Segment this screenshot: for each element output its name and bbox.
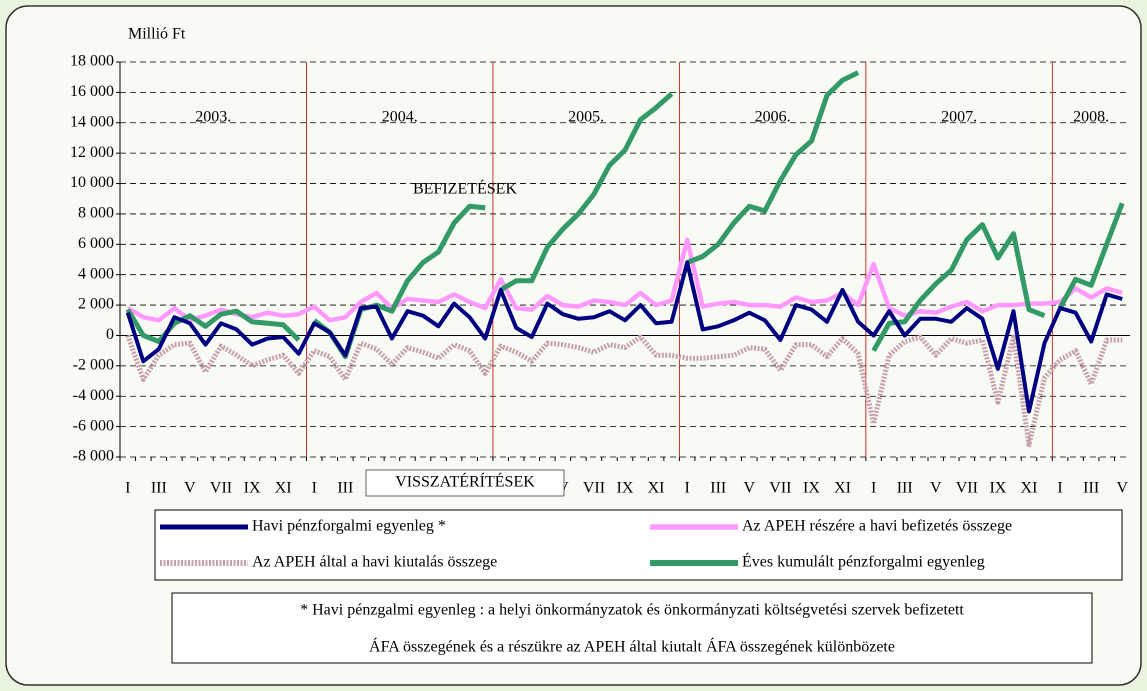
x-tick-label: I (684, 480, 689, 497)
legend-box (154, 509, 1123, 581)
x-tick-label: XI (834, 480, 851, 497)
x-tick-label: V (744, 480, 756, 497)
series-line (871, 222, 1046, 352)
y-tick-label: 8 000 (78, 205, 114, 222)
y-tick-label: 0 (106, 326, 114, 343)
x-tick-label: I (1057, 480, 1062, 497)
y-tick-label: 12 000 (70, 144, 114, 161)
legend-label: Havi pénzforgalmi egyenleg * (252, 518, 446, 535)
series-line (1057, 202, 1125, 310)
annotation: VISSZATÉRÍTÉSEK (395, 472, 535, 491)
x-tick-label: I (125, 480, 130, 497)
x-tick-label: XI (648, 480, 665, 497)
x-tick-label: VII (956, 480, 978, 497)
x-tick-label: VII (769, 480, 791, 497)
x-tick-label: III (151, 480, 167, 497)
series-line (499, 92, 674, 293)
x-tick-label: I (312, 480, 317, 497)
y-tick-label: -2 000 (73, 357, 114, 374)
x-tick-label: V (184, 480, 196, 497)
year-label: 2007. (941, 109, 977, 126)
y-tick-label: 18 000 (70, 53, 114, 70)
legend-label: Az APEH részére a havi befizetés összege (742, 518, 1012, 535)
year-label: 2005. (568, 109, 604, 126)
x-tick-label: I (871, 480, 876, 497)
legend-label: Éves kumulált pénzforgalmi egyenleg (742, 552, 985, 571)
y-tick-label: 14 000 (70, 113, 114, 130)
y-tick-label: 16 000 (70, 83, 114, 100)
x-tick-label: III (1083, 480, 1099, 497)
y-tick-label: -8 000 (73, 448, 114, 465)
x-tick-label: V (930, 480, 942, 497)
y-tick-label: -6 000 (73, 417, 114, 434)
annotation: BEFIZETÉSEK (413, 179, 517, 198)
x-tick-label: IX (989, 480, 1006, 497)
series-line (126, 237, 1123, 323)
x-tick-label: IX (803, 480, 820, 497)
y-tick-label: 6 000 (78, 235, 114, 252)
annotation-box (365, 469, 565, 497)
footnote-box (171, 592, 1093, 664)
x-tick-label: VII (583, 480, 605, 497)
series-line (686, 70, 860, 265)
x-tick-label: III (897, 480, 913, 497)
x-tick-label: IX (244, 480, 261, 497)
series-line (125, 260, 1123, 414)
y-tick-label: -4 000 (73, 387, 114, 404)
year-label: 2003. (195, 109, 231, 126)
series-line (125, 308, 301, 344)
year-label: 2008. (1073, 109, 1109, 126)
x-tick-label: XI (275, 480, 292, 497)
x-tick-label: XI (1021, 480, 1038, 497)
x-tick-label: III (337, 480, 353, 497)
y-axis-label: Millió Ft (128, 26, 186, 43)
series-line (125, 334, 1123, 448)
x-tick-label: VII (210, 480, 232, 497)
y-tick-label: 2 000 (78, 296, 114, 313)
y-tick-label: 10 000 (70, 174, 114, 191)
x-tick-label: IX (617, 480, 634, 497)
x-tick-label: V (1116, 480, 1128, 497)
y-tick-label: 4 000 (78, 265, 114, 282)
footnote-line: * Havi pénzgalmi egyenleg : a helyi önko… (300, 602, 964, 619)
x-tick-label: III (710, 480, 726, 497)
year-label: 2006. (755, 109, 791, 126)
legend-label: Az APEH által a havi kiutalás összege (252, 554, 497, 571)
footnote-line: ÁFA összegének és a részükre az APEH ált… (369, 637, 895, 656)
year-label: 2004. (382, 109, 418, 126)
